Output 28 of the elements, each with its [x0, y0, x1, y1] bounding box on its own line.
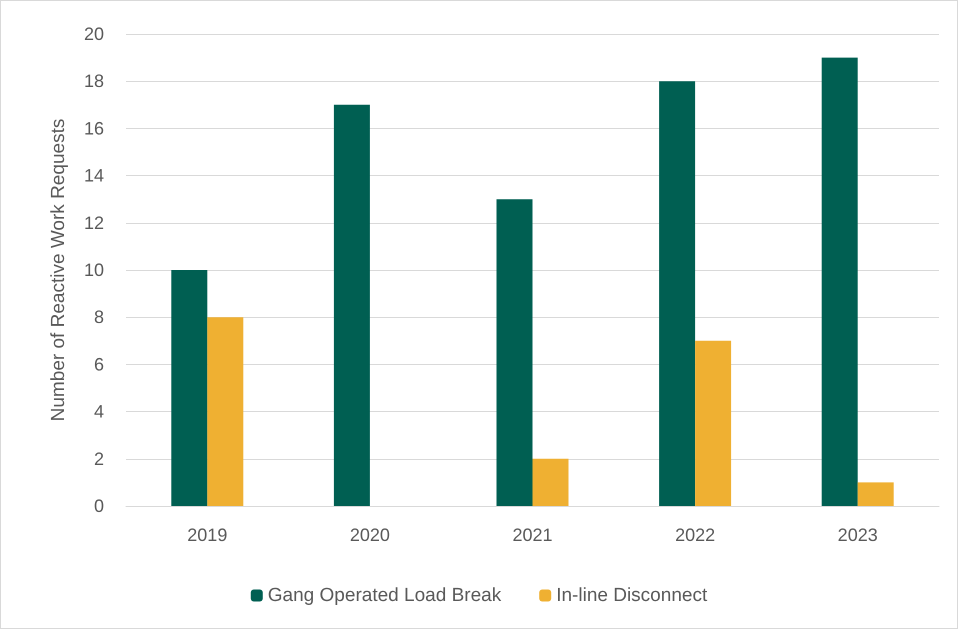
- y-tick-label: 8: [94, 307, 104, 328]
- y-tick-label: 4: [94, 402, 104, 422]
- y-tick-label: 14: [84, 166, 104, 186]
- bar: [858, 482, 894, 506]
- bar: [532, 458, 568, 506]
- y-tick-label: 16: [84, 118, 104, 138]
- legend-label: Gang Operated Load Break: [268, 585, 502, 606]
- x-tick-label: 2022: [675, 525, 716, 545]
- bar: [496, 199, 532, 506]
- legend-label: In-line Disconnect: [556, 585, 708, 606]
- y-tick-label: 0: [94, 496, 104, 516]
- x-tick-label: 2019: [187, 525, 228, 545]
- y-tick-label: 18: [84, 71, 104, 92]
- y-tick-label: 10: [84, 260, 104, 280]
- y-tick-label: 2: [94, 448, 104, 469]
- bar: [822, 58, 858, 506]
- x-tick-label: 2023: [838, 525, 878, 545]
- bar: [695, 340, 732, 506]
- bar: [659, 81, 696, 506]
- y-tick-label: 12: [84, 212, 104, 233]
- x-tick-label: 2021: [512, 525, 553, 545]
- y-axis-title: Number of Reactive Work Requests: [48, 118, 69, 422]
- y-tick-label: 6: [94, 354, 104, 374]
- y-tick-label: 20: [84, 24, 104, 44]
- x-tick-label: 2020: [350, 525, 390, 545]
- bar: [171, 270, 208, 506]
- bar: [334, 104, 370, 506]
- bar: [207, 317, 244, 506]
